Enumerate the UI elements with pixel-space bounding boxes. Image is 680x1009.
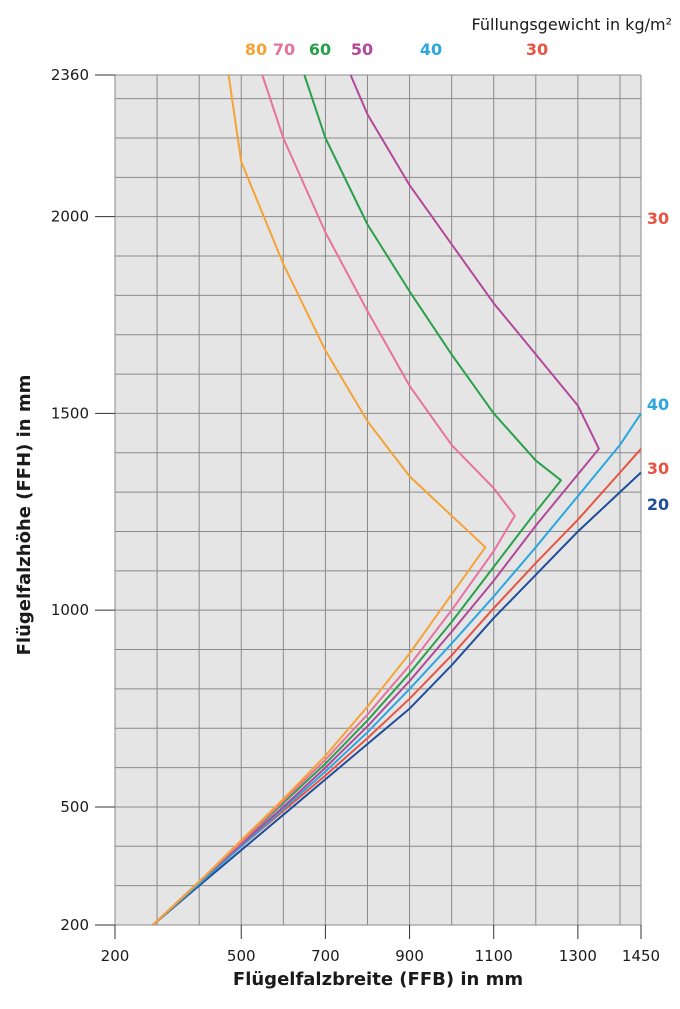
legend-label-80: 80 (245, 40, 267, 59)
series-lines (152, 74, 642, 926)
right-series-labels: 30 40 30 20 (647, 209, 669, 514)
y-tick-label: 500 (60, 798, 89, 816)
legend: 80 70 60 50 40 30 (245, 40, 548, 59)
x-tick-label: 700 (311, 947, 340, 965)
legend-label-40: 40 (420, 40, 442, 59)
x-tick-labels: 200 500 700 900 1100 1300 1450 (101, 947, 660, 965)
series-line-20 (152, 471, 642, 926)
x-axis-title: Flügelfalzbreite (FFB) in mm (233, 969, 523, 990)
right-series-label-20: 20 (647, 495, 669, 514)
right-series-label-30: 30 (647, 209, 669, 228)
x-tick-label: 200 (101, 947, 130, 965)
legend-label-60: 60 (309, 40, 331, 59)
series-line-50 (152, 74, 600, 926)
y-tick-labels: 200 500 1000 1500 2000 2360 (51, 66, 89, 934)
plot-background (115, 75, 641, 925)
series-line-40 (152, 412, 642, 926)
x-tick-label: 900 (395, 947, 424, 965)
legend-title: Füllungsgewicht in kg/m² (472, 15, 672, 34)
y-tick-label: 200 (60, 916, 89, 934)
y-axis-title: Flügelfalzhöhe (FFH) in mm (14, 375, 35, 656)
series-line-70 (152, 74, 516, 926)
series-line-80 (152, 74, 487, 926)
right-series-label-30: 30 (647, 459, 669, 478)
right-series-label-40: 40 (647, 395, 669, 414)
legend-label-70: 70 (273, 40, 295, 59)
series-line-60 (152, 74, 562, 926)
x-tick-label: 1100 (475, 947, 513, 965)
y-tick-label: 1500 (51, 404, 89, 422)
y-tick-label: 2000 (51, 208, 89, 226)
y-tick-label: 2360 (51, 66, 89, 84)
legend-label-30: 30 (526, 40, 548, 59)
x-tick-label: 500 (227, 947, 256, 965)
x-tick-label: 1300 (559, 947, 597, 965)
y-tick-label: 1000 (51, 601, 89, 619)
grid (95, 74, 642, 939)
x-tick-label: 1450 (622, 947, 660, 965)
legend-label-50: 50 (351, 40, 373, 59)
